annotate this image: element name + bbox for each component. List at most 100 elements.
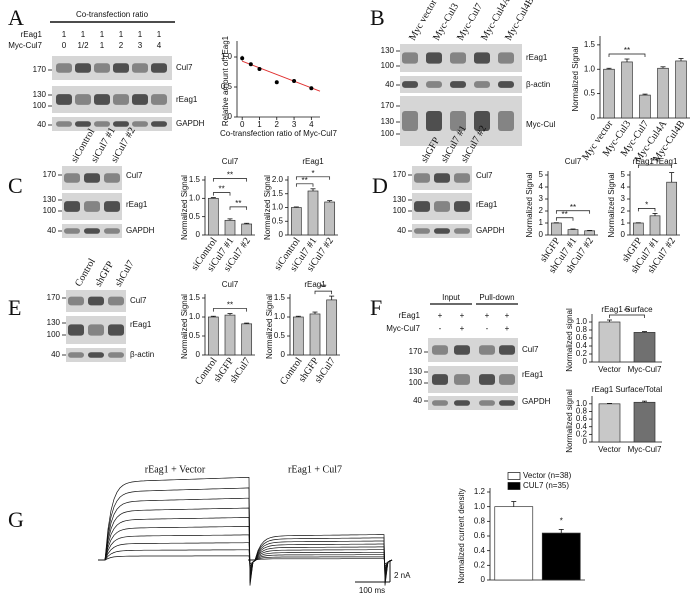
blot-band — [88, 296, 104, 306]
y-tick-label: 0.8 — [576, 407, 588, 416]
bar — [224, 314, 236, 356]
current-trace — [248, 546, 393, 577]
category-label: Myc-Cul7 — [628, 365, 662, 374]
blot-band — [434, 228, 450, 234]
current-trace — [98, 555, 257, 565]
blot-band — [104, 173, 120, 183]
significance-bracket — [555, 210, 591, 214]
blot-band — [94, 121, 110, 127]
row-value: 1 — [157, 30, 162, 39]
current-trace — [248, 540, 393, 581]
protein-label: rEag1 — [476, 200, 498, 209]
current-trace — [248, 549, 393, 574]
significance-label: * — [645, 201, 648, 210]
bar — [598, 403, 621, 443]
significance-label: ** — [624, 46, 630, 55]
bar — [584, 230, 596, 236]
protein-label: Cul7 — [130, 296, 147, 305]
blot-band — [498, 111, 514, 131]
significance-label: * — [560, 517, 563, 526]
protein-label: Cul7 — [522, 345, 539, 354]
panel-label: E — [8, 295, 21, 320]
current-trace — [248, 543, 393, 579]
marker-label: 40 — [397, 226, 406, 235]
panel-label: D — [372, 173, 388, 198]
protein-label: Cul7 — [476, 171, 493, 180]
y-tick-label: 5 — [621, 170, 626, 179]
y-tick-label: 0.5 — [221, 82, 233, 91]
protein-label: β-actin — [130, 350, 154, 359]
y-tick-label: 0.8 — [474, 516, 486, 525]
bar — [621, 61, 633, 119]
marker-label: 100 — [381, 129, 395, 138]
y-tick-label: 0.6 — [576, 333, 588, 342]
protein-label: GAPDH — [126, 226, 155, 235]
protein-label: Myc-Cul — [526, 120, 556, 129]
blot-band — [450, 111, 466, 131]
y-tick-label: 5 — [539, 170, 544, 179]
bar — [224, 219, 236, 236]
bar — [649, 215, 661, 236]
blot-band — [474, 111, 490, 131]
current-trace — [98, 517, 257, 577]
y-tick-label: 1.5 — [584, 40, 596, 49]
row-value: + — [438, 311, 443, 320]
y-tick-label: 1.0 — [189, 193, 201, 202]
x-tick-label: 3 — [292, 120, 297, 129]
significance-bracket — [229, 206, 248, 210]
blot-band — [94, 94, 110, 105]
blot-band — [104, 201, 120, 212]
legend-label: CUL7 (n=35) — [523, 481, 569, 490]
y-tick-label: 2 — [539, 206, 544, 215]
category-label: Vector — [598, 445, 621, 454]
current-trace — [98, 497, 257, 581]
y-tick-label: 0.4 — [576, 422, 588, 431]
current-trace — [248, 551, 393, 572]
y-tick-label: 4 — [621, 182, 626, 191]
row-value: 1/2 — [77, 41, 89, 50]
marker-label: 170 — [43, 170, 57, 179]
point — [257, 67, 262, 71]
blot-band — [450, 81, 466, 88]
y-axis-label: Relative amount of rEag1 — [221, 35, 230, 126]
significance-label: ** — [570, 203, 576, 212]
marker-label: 100 — [409, 378, 423, 387]
bar — [567, 229, 579, 236]
row-value: 4 — [157, 41, 162, 50]
y-tick-label: 1.0 — [576, 317, 588, 326]
y-tick-label: 1.0 — [221, 52, 233, 61]
y-axis-label: Normalized signal — [565, 389, 574, 453]
y-tick-label: 1.0 — [274, 312, 286, 321]
y-axis-label: Normalized Signal — [525, 172, 534, 237]
category-label: Vector — [598, 365, 621, 374]
y-axis-label: Normalized Signal — [607, 172, 616, 237]
blot-band — [56, 121, 72, 127]
y-tick-label: 4 — [539, 182, 544, 191]
blot-band — [151, 63, 167, 73]
protein-label: rEag1 — [126, 200, 148, 209]
y-tick-label: 1.5 — [274, 293, 286, 302]
protein-label: rEag1 — [176, 95, 198, 104]
row-label: Myc-Cul7 — [386, 324, 420, 333]
row-label: Myc-Cul7 — [8, 41, 42, 50]
panel-label: F — [370, 295, 382, 320]
y-tick-label: 1 — [621, 218, 626, 227]
blot-band — [499, 374, 515, 385]
blot-band — [113, 94, 129, 105]
significance-label: ** — [219, 185, 225, 194]
row-value: 1 — [100, 30, 105, 39]
marker-label: 100 — [393, 206, 407, 215]
y-tick-label: 0 — [228, 112, 233, 121]
row-value: - — [439, 324, 442, 333]
blot-band — [151, 121, 167, 127]
legend-swatch — [507, 482, 521, 490]
blot-band — [432, 400, 448, 406]
y-tick-label: 1.0 — [576, 399, 588, 408]
blot-band — [104, 228, 120, 234]
marker-label: 100 — [47, 330, 61, 339]
blot-strip — [52, 117, 172, 131]
marker-label: 170 — [47, 293, 61, 302]
y-tick-label: 0.5 — [189, 331, 201, 340]
y-tick-label: 0 — [621, 230, 626, 239]
y-axis-label: Normalized Signal — [180, 294, 189, 359]
